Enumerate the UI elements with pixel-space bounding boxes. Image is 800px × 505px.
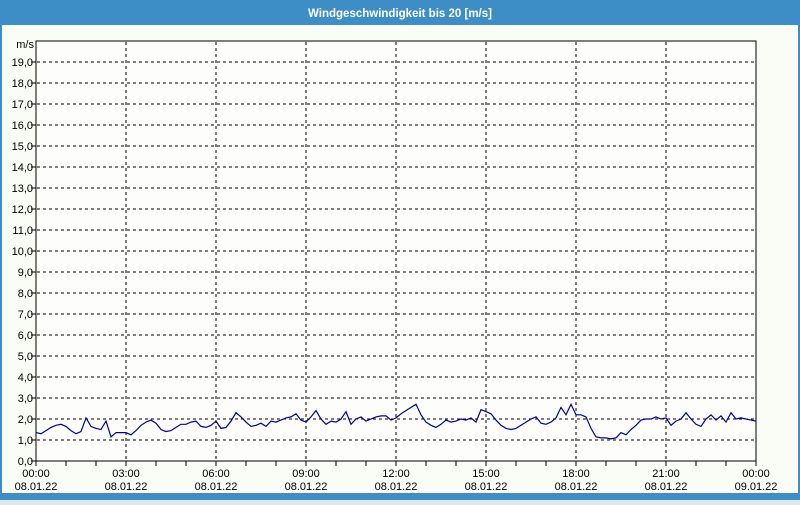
x-tick-date-label: 08.01.22 <box>195 481 238 493</box>
x-tick-date-label: 08.01.22 <box>15 481 58 493</box>
x-tick-time-label: 09:00 <box>292 468 320 480</box>
y-tick-label: 16,0 <box>12 120 33 132</box>
frame-border-left <box>0 25 2 500</box>
y-tick-label: 0,0 <box>18 456 33 468</box>
y-tick-label: 15,0 <box>12 141 33 153</box>
x-tick-date-label: 08.01.22 <box>285 481 328 493</box>
y-tick-label: 13,0 <box>12 183 33 195</box>
y-tick-label: 17,0 <box>12 99 33 111</box>
y-tick-label: 9,0 <box>18 267 33 279</box>
y-axis-unit-label: m/s <box>16 39 34 51</box>
y-tick-label: 8,0 <box>18 288 33 300</box>
y-tick-label: 1,0 <box>18 435 33 447</box>
x-tick-date-label: 08.01.22 <box>465 481 508 493</box>
x-tick-time-label: 12:00 <box>382 468 410 480</box>
x-tick-time-label: 00:00 <box>22 468 50 480</box>
y-tick-label: 10,0 <box>12 246 33 258</box>
y-tick-label: 11,0 <box>12 225 33 237</box>
y-tick-label: 14,0 <box>12 162 33 174</box>
y-tick-label: 19,0 <box>12 57 33 69</box>
y-tick-label: 18,0 <box>12 78 33 90</box>
x-tick-date-label: 08.01.22 <box>105 481 148 493</box>
plot: 0,0 1,0 2,0 3,0 4,0 5,0 6,0 7,0 8,0 9,0 10,0 11,0 12… <box>12 39 778 493</box>
wind-speed-line <box>35 402 757 440</box>
x-tick-time-label: 03:00 <box>112 468 140 480</box>
x-tick-date-label: 08.01.22 <box>555 481 598 493</box>
x-tick-time-label: 18:00 <box>562 468 590 480</box>
x-axis-labels: 00:0008.01.2203:0008.01.2206:0008.01.220… <box>15 468 778 493</box>
x-tick-time-label: 21:00 <box>652 468 680 480</box>
y-tick-label: 4,0 <box>18 372 33 384</box>
x-tick-date-label: 08.01.22 <box>645 481 688 493</box>
x-tick-date-label: 09.01.22 <box>735 481 778 493</box>
frame-border-right <box>798 25 800 500</box>
x-tick-time-label: 15:00 <box>472 468 500 480</box>
title-bar <box>0 0 800 25</box>
y-axis-ticks <box>31 61 36 462</box>
y-tick-label: 3,0 <box>18 393 33 405</box>
frame-border-bottom <box>0 493 800 500</box>
y-tick-label: 7,0 <box>18 309 33 321</box>
x-axis-ticks <box>35 461 757 466</box>
y-axis-labels: 0,0 1,0 2,0 3,0 4,0 5,0 6,0 7,0 8,0 9,0 10,0 11,0 12… <box>12 57 33 468</box>
y-tick-label: 2,0 <box>18 414 33 426</box>
x-tick-time-label: 06:00 <box>202 468 230 480</box>
x-tick-time-label: 00:00 <box>742 468 770 480</box>
y-tick-label: 5,0 <box>18 351 33 363</box>
y-tick-label: 6,0 <box>18 330 33 342</box>
x-tick-date-label: 08.01.22 <box>375 481 418 493</box>
vertical-gridlines <box>125 42 667 460</box>
y-tick-label: 12,0 <box>12 204 33 216</box>
page-title: Windgeschwindigkeit bis 20 [m/s] <box>308 8 492 20</box>
